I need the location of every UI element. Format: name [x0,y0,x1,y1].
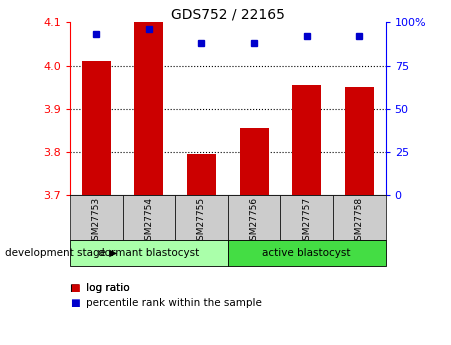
Bar [175,195,228,240]
Bar [123,195,175,240]
Bar [134,22,163,195]
Text: development stage ▶: development stage ▶ [5,248,117,258]
Bar [187,154,216,195]
Text: GSM27755: GSM27755 [197,197,206,246]
Text: GSM27753: GSM27753 [92,197,101,246]
Bar [345,87,374,195]
Bar [228,195,281,240]
Bar [82,61,110,195]
Bar [281,195,333,240]
Text: GSM27756: GSM27756 [249,197,258,246]
Bar [292,85,321,195]
Bar [228,240,386,266]
Text: GSM27757: GSM27757 [302,197,311,246]
Text: GSM27758: GSM27758 [355,197,364,246]
Bar [70,195,123,240]
Title: GDS752 / 22165: GDS752 / 22165 [171,7,285,21]
Bar [70,240,228,266]
Bar [333,195,386,240]
Bar [239,128,268,195]
Text: log ratio: log ratio [86,283,129,293]
Text: ■: ■ [70,298,80,308]
Text: active blastocyst: active blastocyst [262,248,351,258]
Text: GSM27754: GSM27754 [144,197,153,246]
Text: ■  log ratio: ■ log ratio [70,283,129,293]
Text: ■: ■ [70,283,80,293]
Text: percentile rank within the sample: percentile rank within the sample [86,298,262,308]
Text: dormant blastocyst: dormant blastocyst [98,248,199,258]
